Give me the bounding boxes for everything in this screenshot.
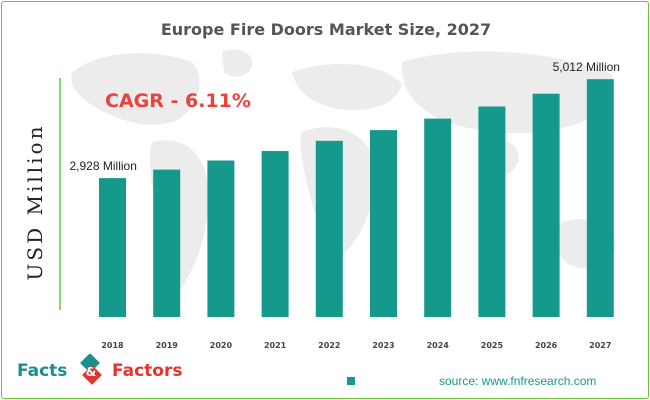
bar-2026 bbox=[532, 93, 560, 317]
bar-2027 bbox=[586, 79, 614, 317]
chart-title: Europe Fire Doors Market Size, 2027 bbox=[160, 20, 492, 39]
x-tick-label: 2021 bbox=[264, 341, 287, 350]
facts-factors-logo-icon: & bbox=[80, 354, 102, 385]
x-tick-label: 2020 bbox=[210, 341, 233, 350]
x-tick-labels: 2018 2019 2020 2021 2022 2023 2024 2025 2026 2027 bbox=[101, 341, 611, 350]
x-tick-label: 2026 bbox=[535, 341, 558, 350]
source-text: source: www.fnfresearch.com bbox=[439, 374, 597, 388]
logo-word-factors: Factors bbox=[112, 361, 183, 381]
logo-word-facts: Facts bbox=[17, 361, 68, 381]
value-label-2018: 2,928 Million bbox=[70, 159, 137, 173]
bar-2022 bbox=[315, 140, 343, 317]
x-tick-label: 2019 bbox=[156, 341, 179, 350]
bar-2021 bbox=[261, 151, 289, 317]
facts-factors-logo: Facts & Factors bbox=[17, 352, 187, 392]
value-label-2027: 5,012 Million bbox=[553, 60, 620, 74]
bar-2018 bbox=[99, 178, 126, 317]
x-tick-label: 2018 bbox=[101, 341, 124, 350]
bar-2025 bbox=[478, 106, 506, 317]
x-tick-label: 2025 bbox=[481, 341, 504, 350]
bar-2019 bbox=[153, 169, 181, 317]
y-axis-line bbox=[59, 78, 61, 310]
legend-swatch bbox=[347, 377, 355, 385]
svg-text:&: & bbox=[86, 365, 96, 379]
cagr-annotation: CAGR - 6.11% bbox=[105, 90, 251, 112]
value-labels: 2,928 Million 5,012 Million bbox=[70, 60, 620, 173]
x-tick-label: 2027 bbox=[589, 341, 611, 350]
x-tick-label: 2022 bbox=[318, 341, 340, 350]
bars-group bbox=[99, 79, 614, 317]
x-tick-label: 2023 bbox=[372, 341, 394, 350]
x-tick-label: 2024 bbox=[427, 341, 450, 350]
y-axis-label: USD Million bbox=[23, 123, 47, 281]
bar-2023 bbox=[370, 130, 397, 317]
bar-2024 bbox=[424, 118, 452, 317]
bar-2020 bbox=[207, 160, 235, 317]
